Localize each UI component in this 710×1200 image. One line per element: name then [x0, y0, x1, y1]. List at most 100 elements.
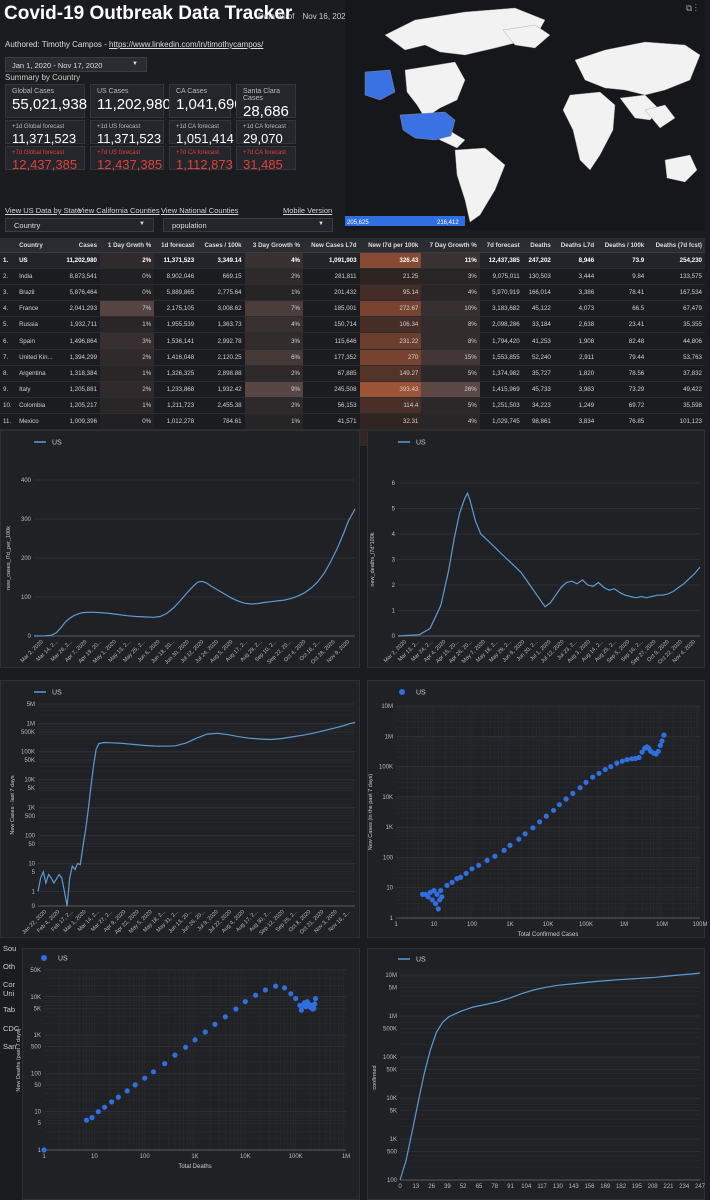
table-row[interactable]: 6. Spain 1,496,864 3% 1,536,141 2,992.78 3% 115…: [0, 332, 705, 350]
data-point: [655, 748, 661, 754]
map-svg: 205,625 216,412: [345, 7, 701, 226]
y-tick-label: 50: [34, 1083, 41, 1089]
table-row[interactable]: 10. Colombia 1,205,217 1% 1,211,723 2,455.38 2…: [0, 397, 705, 414]
table-cell: 8%: [421, 316, 480, 334]
data-point: [492, 853, 498, 859]
table-cell: 1,496,864: [59, 332, 101, 350]
card-value: 1,112,873: [176, 157, 233, 172]
link-california-counties[interactable]: View California Counties: [78, 206, 160, 215]
x-tick-label: 130: [553, 1184, 564, 1190]
data-point: [222, 1014, 228, 1020]
table-row[interactable]: 3. Brazil 5,876,464 0% 5,889,865 2,775.64 1% 20…: [0, 284, 705, 302]
card-label: +7d US forecast: [97, 150, 141, 156]
table-cell: 76.85: [597, 413, 648, 431]
minor-gridlines: [38, 706, 355, 884]
y-tick-label: 50: [28, 842, 35, 848]
col-header[interactable]: Country: [16, 238, 60, 253]
y-tick-label: 100: [387, 1178, 398, 1184]
col-header[interactable]: New Cases L7d: [303, 238, 360, 253]
x-axis-title: Total Confirmed Cases: [518, 932, 579, 938]
world-map[interactable]: 205,625 216,412 ⧉ ⋮: [345, 0, 705, 230]
x-tick-label: 1K: [506, 922, 513, 928]
data-point: [624, 757, 630, 763]
table-cell: 669.15: [197, 268, 245, 286]
y-axis-title: New Cases - last 7 days: [10, 775, 16, 835]
y-tick-label: 100: [383, 855, 394, 861]
data-point: [150, 1069, 157, 1075]
col-header[interactable]: Deaths (7d fcst): [647, 238, 705, 253]
col-header[interactable]: Deaths: [522, 238, 554, 253]
col-header[interactable]: Cases: [59, 238, 101, 253]
data-point: [281, 985, 288, 991]
side-text-fragment: San: [3, 1042, 17, 1051]
col-header[interactable]: Deaths / 100k: [597, 238, 648, 253]
table-cell: 1,908: [553, 332, 598, 350]
card-label: Santa Clara Cases: [243, 88, 280, 102]
card-value: 12,437,385: [12, 157, 78, 172]
date-range-selector[interactable]: Jan 1, 2020 - Nov 17, 2020 ▼: [5, 57, 147, 72]
data-point: [431, 888, 437, 894]
col-header[interactable]: 7 Day Growth %: [421, 238, 480, 253]
population-select[interactable]: population ▼: [163, 218, 333, 232]
card-value: 31,485: [243, 157, 283, 172]
table-row[interactable]: 7. United Kin... 1,394,299 2% 1,416,048 2,120…: [0, 349, 705, 366]
map-toolbar-icons[interactable]: ⧉ ⋮: [685, 3, 697, 13]
y-tick-label: 1: [38, 1148, 42, 1154]
card-value: 11,371,523: [97, 131, 162, 146]
col-header[interactable]: Deaths L7d: [553, 238, 598, 253]
table-cell: 1%: [244, 413, 304, 431]
chart-panel-deaths-per-100k: [367, 430, 705, 668]
y-tick-label: 500K: [383, 1026, 397, 1032]
table-cell: 2,911: [553, 349, 598, 366]
y-tick-label: 5K: [390, 1108, 397, 1114]
data-point: [619, 758, 625, 764]
table-cell: Mexico: [16, 413, 60, 431]
table-cell: 8.: [0, 365, 17, 382]
table-cell: 281,811: [303, 268, 360, 286]
table-row[interactable]: 11. Mexico 1,009,396 0% 1,012,278 784.61 1% 41,…: [0, 413, 705, 431]
table-cell: 4%: [244, 316, 304, 334]
table-row[interactable]: 9. Italy 1,205,881 2% 1,233,868 1,932.42 9% 245…: [0, 381, 705, 398]
data-point: [41, 1147, 47, 1153]
x-tick-label: 26: [428, 1184, 435, 1190]
data-point: [556, 802, 563, 808]
col-header[interactable]: 7d forecast: [479, 238, 523, 253]
table-cell: 1,205,217: [59, 397, 101, 414]
y-tick-label: 10K: [24, 777, 35, 783]
data-as-of: Data as of Nov 16, 2020: [258, 12, 350, 21]
y-tick-label: 1K: [386, 825, 393, 831]
card-label: +1d CA forecast: [176, 124, 219, 130]
col-header[interactable]: 1 Day Grwth %: [100, 238, 155, 253]
table-row[interactable]: 5. Russia 1,932,711 1% 1,955,539 1,363.73 4% 15…: [0, 316, 705, 334]
table-cell: 3.: [0, 284, 17, 302]
series-line-us: [33, 508, 356, 637]
page-title: Covid-19 Outbreak Data Tracker: [4, 3, 293, 24]
summary-card: +7d US forecast 12,437,385: [90, 146, 164, 172]
link-us-data-by-state[interactable]: View US Data by State: [5, 206, 82, 215]
card-value: 29,070: [243, 131, 283, 146]
col-header[interactable]: Cases / 100k: [197, 238, 245, 253]
author-link[interactable]: https://www.linkedin.com/in/timothycampo…: [109, 40, 264, 49]
data-point: [124, 1088, 130, 1094]
table-cell: 66.5: [597, 300, 648, 318]
table-cell: 1.: [0, 252, 17, 270]
table-row[interactable]: 1. US 11,202,980 2% 11,371,523 3,349.14 4% 1,09…: [0, 252, 705, 270]
y-tick-label: 10: [386, 886, 393, 892]
table-row[interactable]: 4. France 2,041,293 7% 2,175,105 3,008.62 7% 18…: [0, 300, 705, 318]
table-row[interactable]: 8. Argentina 1,318,384 1% 1,326,325 2,898.88 2…: [0, 365, 705, 382]
col-header[interactable]: 1d forecast: [154, 238, 198, 253]
link-mobile-version[interactable]: Mobile Version: [283, 206, 333, 215]
link-national-counties[interactable]: View National Counties: [161, 206, 239, 215]
table-cell: 272.67: [359, 300, 422, 318]
card-label: +7d CA forecast: [176, 150, 219, 156]
y-tick-label: 100: [25, 833, 36, 839]
summary-card: CA Cases 1,041,690: [169, 84, 243, 118]
col-header[interactable]: New l7d per 100k: [359, 238, 422, 253]
x-tick-label: 10K: [543, 922, 554, 928]
col-header[interactable]: 3 Day Growth %: [244, 238, 304, 253]
y-tick-label: 0: [32, 904, 36, 910]
country-select[interactable]: Country ▼: [5, 218, 154, 232]
x-tick-label: 1: [42, 1154, 46, 1160]
table-cell: Argentina: [16, 365, 60, 382]
table-row[interactable]: 2. India 8,873,541 0% 8,902,046 669.15 2% 281,8…: [0, 268, 705, 286]
